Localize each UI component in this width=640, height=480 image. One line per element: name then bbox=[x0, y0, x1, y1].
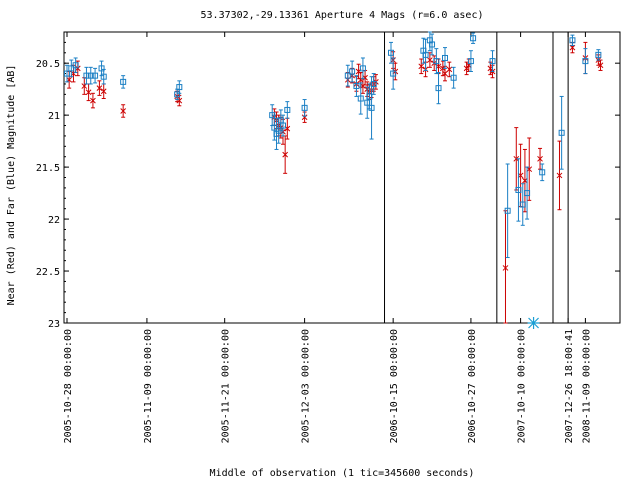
x-tick-label: 2005-10-28 00:00:00 bbox=[63, 329, 74, 443]
far-point bbox=[98, 65, 105, 72]
far-point bbox=[467, 58, 474, 65]
near-point bbox=[120, 108, 127, 114]
far-point bbox=[558, 129, 565, 136]
x-tick-label: 2007-10-10 00:00:00 bbox=[517, 329, 528, 443]
segment-breaks bbox=[384, 32, 569, 323]
far-point bbox=[68, 65, 75, 72]
near-point bbox=[446, 66, 453, 73]
y-tick-label: 21 bbox=[48, 111, 60, 122]
far-point bbox=[569, 37, 576, 44]
near-point bbox=[90, 97, 96, 104]
far-point bbox=[370, 80, 377, 87]
y-tick-label: 21.5 bbox=[36, 163, 60, 174]
near-point bbox=[301, 114, 308, 121]
y-tick-label: 22 bbox=[48, 215, 60, 226]
far-point bbox=[64, 70, 70, 77]
far-point bbox=[504, 207, 511, 214]
near-point bbox=[100, 88, 107, 95]
near-point bbox=[597, 62, 604, 69]
far-point bbox=[280, 122, 286, 129]
x-tick-label: 2008-11-09 00:00:00 bbox=[581, 329, 592, 443]
far-point bbox=[470, 35, 477, 42]
far-point bbox=[301, 104, 308, 111]
far-point bbox=[72, 62, 79, 69]
y-axis-label: Near (Red) and Far (Blue) Magnitude [AB] bbox=[6, 65, 17, 306]
far-point bbox=[450, 74, 457, 81]
far-point bbox=[174, 91, 181, 98]
far-point bbox=[359, 65, 366, 72]
far-point bbox=[390, 70, 397, 77]
near-point bbox=[442, 70, 448, 77]
star-marker bbox=[527, 317, 540, 329]
near-point bbox=[556, 172, 563, 179]
far-point bbox=[92, 72, 99, 79]
near-point bbox=[85, 89, 92, 96]
near-point bbox=[282, 151, 289, 158]
chart-title: 53.37302,-29.13361 Aperture 4 Mags (r=6.… bbox=[201, 10, 484, 21]
far-series bbox=[64, 31, 602, 259]
far-point bbox=[422, 51, 429, 58]
far-point bbox=[489, 58, 496, 65]
far-point bbox=[100, 73, 107, 80]
y-tick-label: 23 bbox=[48, 319, 60, 330]
far-point bbox=[353, 83, 360, 90]
far-point bbox=[349, 68, 356, 75]
far-point bbox=[435, 85, 442, 92]
y-tick-label: 22.5 bbox=[36, 267, 60, 278]
y-tick-label: 20.5 bbox=[36, 59, 60, 70]
star-symbol bbox=[527, 317, 540, 329]
far-point bbox=[519, 201, 526, 208]
far-point bbox=[582, 58, 589, 65]
far-point bbox=[433, 58, 440, 65]
far-point bbox=[368, 104, 375, 111]
x-axis-label: Middle of observation (1 tic=345600 seco… bbox=[210, 468, 475, 479]
near-point bbox=[427, 57, 433, 63]
far-point bbox=[515, 186, 522, 193]
far-point bbox=[429, 41, 436, 48]
near-point bbox=[418, 63, 425, 70]
far-point bbox=[284, 106, 291, 113]
far-point bbox=[524, 190, 531, 197]
x-tick-label: 2006-10-15 00:00:00 bbox=[389, 329, 400, 443]
x-tick-label: 2005-11-09 00:00:00 bbox=[143, 329, 154, 443]
x-axis: 2005-10-28 00:00:00 2005-11-09 00:00:00 20… bbox=[63, 32, 592, 443]
far-point bbox=[442, 54, 448, 61]
far-point bbox=[357, 95, 364, 102]
far-point bbox=[120, 78, 127, 85]
far-point bbox=[83, 72, 90, 79]
far-point bbox=[176, 84, 183, 91]
x-tick-label: 2005-12-03 00:00:00 bbox=[301, 329, 312, 443]
x-tick-label: 2005-11-21 00:00:00 bbox=[221, 329, 232, 443]
far-point bbox=[87, 72, 94, 79]
far-point bbox=[595, 51, 602, 58]
far-point bbox=[539, 169, 546, 176]
near-point bbox=[537, 155, 543, 162]
x-tick-label: 2007-12-26 18:00:41 bbox=[564, 329, 575, 443]
x-tick-label: 2006-10-27 00:00:00 bbox=[467, 329, 478, 443]
near-point bbox=[96, 85, 103, 91]
far-point bbox=[344, 72, 351, 79]
near-point bbox=[502, 265, 509, 271]
far-point bbox=[388, 49, 394, 56]
